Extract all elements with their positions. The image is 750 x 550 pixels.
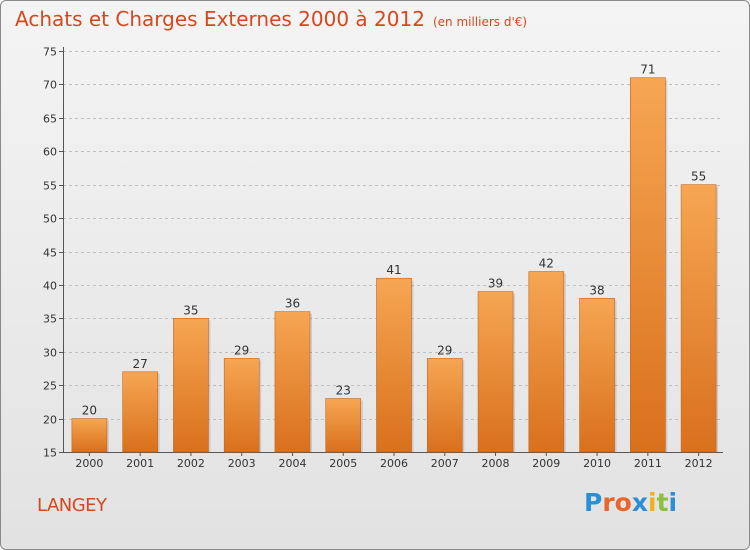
bar-value-label: 42 [539, 257, 554, 271]
bar-value-label: 38 [589, 283, 604, 297]
bar-2002[interactable] [173, 318, 209, 453]
bar-2000[interactable] [71, 418, 108, 453]
y-tick-label: 20 [43, 414, 57, 427]
x-tick-label: 2002 [177, 457, 205, 470]
bar-value-label: 36 [285, 297, 300, 311]
bar-2005[interactable] [325, 398, 362, 453]
logo-letter: r [602, 488, 615, 517]
bar-value-label: 29 [437, 343, 452, 357]
x-tick-label: 2012 [685, 457, 713, 470]
axes [59, 47, 723, 456]
city-name: LANGEY [37, 495, 107, 516]
y-tick-label: 75 [43, 46, 57, 59]
y-tick-label: 55 [43, 180, 57, 193]
bar-value-label: 23 [336, 384, 351, 398]
x-tick-label: 2009 [532, 457, 560, 470]
y-tick-label: 15 [43, 447, 57, 460]
logo-letter: o [614, 488, 632, 517]
x-tick-label: 2003 [228, 457, 256, 470]
bar-2007[interactable] [426, 358, 463, 453]
bar-2008[interactable] [477, 291, 514, 453]
logo-letter: P [584, 488, 603, 517]
y-tick-label: 35 [43, 313, 57, 326]
chart-subtitle: (en milliers d'€) [432, 15, 528, 29]
bar-2012[interactable] [680, 184, 717, 453]
bar-value-label: 29 [234, 343, 249, 357]
bar-2006[interactable] [376, 277, 412, 453]
labels: 15 20 25 30 35 40 45 50 55 60 65 70 75 20 2000 27 2001 35… [43, 46, 713, 471]
y-tick-label: 40 [43, 280, 57, 293]
y-tick-label: 25 [43, 380, 57, 393]
logo-letter: t [656, 488, 669, 517]
x-tick-label: 2006 [380, 457, 408, 470]
bar-value-label: 27 [133, 357, 148, 371]
y-tick-label: 65 [43, 113, 57, 126]
logo-letter: x [631, 488, 648, 517]
y-tick-label: 70 [43, 79, 57, 92]
bar-2003[interactable] [223, 358, 260, 453]
x-tick-label: 2004 [278, 457, 306, 470]
y-tick-label: 50 [43, 213, 57, 226]
bar-value-label: 55 [691, 170, 706, 184]
chart-title: Achats et Charges Externes 2000 à 2012 (e… [15, 7, 527, 31]
x-tick-label: 2011 [634, 457, 662, 470]
x-tick-label: 2007 [431, 457, 459, 470]
bar-2009[interactable] [528, 271, 565, 453]
bar-value-label: 39 [488, 277, 503, 291]
bar-2001[interactable] [122, 371, 158, 453]
bars [71, 77, 719, 453]
y-tick-label: 60 [43, 146, 57, 159]
x-tick-label: 2008 [482, 457, 510, 470]
bar-value-label: 71 [640, 63, 655, 77]
bar-value-label: 20 [82, 404, 97, 418]
logo-letter: i [668, 488, 678, 517]
x-tick-label: 2005 [329, 457, 357, 470]
bar-value-label: 35 [183, 303, 198, 317]
bar-value-label: 41 [386, 263, 401, 277]
bar-2011[interactable] [630, 77, 666, 453]
bar-2004[interactable] [274, 311, 311, 453]
x-tick-label: 2000 [75, 457, 103, 470]
y-tick-label: 30 [43, 347, 57, 360]
proxiti-logo[interactable]: Proxiti [584, 488, 677, 517]
y-tick-label: 45 [43, 247, 57, 260]
x-tick-label: 2001 [126, 457, 154, 470]
bar-2010[interactable] [579, 297, 615, 453]
logo-letter: i [648, 488, 657, 517]
x-tick-label: 2010 [583, 457, 611, 470]
chart-title-text: Achats et Charges Externes 2000 à 2012 [15, 7, 425, 31]
